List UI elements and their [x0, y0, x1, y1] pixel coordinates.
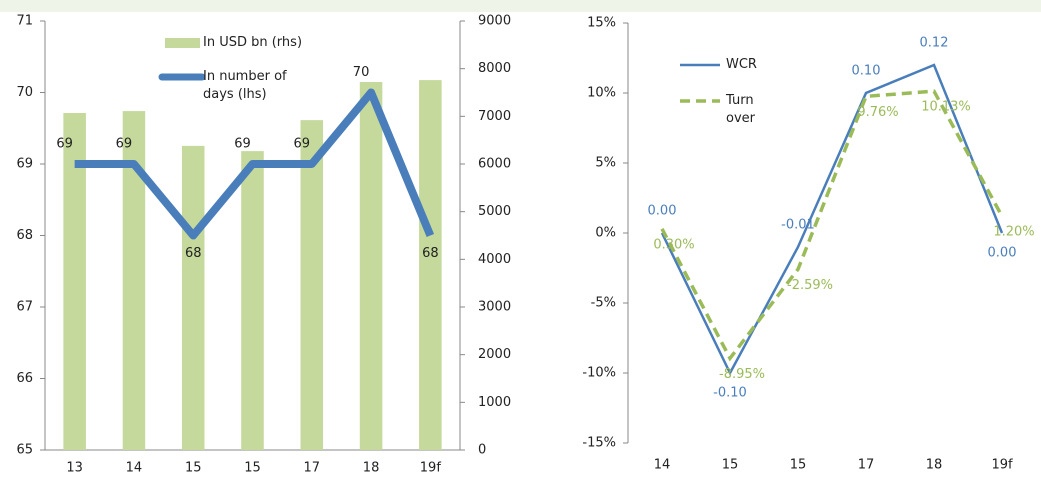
data-label: 69 [234, 137, 251, 152]
legend-label: In USD bn (rhs) [203, 35, 303, 50]
data-label: 69 [294, 137, 311, 152]
y-tick-label: 66 [16, 371, 33, 386]
bar [300, 120, 324, 450]
data-label: 9.76% [857, 105, 898, 120]
bar [359, 82, 383, 450]
bar [122, 111, 146, 450]
x-tick-label: 18 [926, 458, 943, 473]
x-tick-label: 15 [185, 461, 202, 476]
data-label: 0.00 [648, 204, 677, 219]
data-label: 1.20% [993, 225, 1034, 240]
y-tick-label: -10% [582, 366, 616, 381]
y-tick-label: 67 [16, 300, 33, 315]
y-tick-label: 65 [16, 443, 33, 458]
y-tick-label: 68 [16, 228, 33, 243]
y2-tick-label: 6000 [478, 157, 511, 172]
header-band [0, 0, 1041, 12]
data-label: -0.10 [713, 386, 747, 401]
data-label: 69 [116, 137, 133, 152]
y2-tick-label: 0 [478, 443, 486, 458]
y-tick-label: 10% [587, 86, 616, 101]
data-label: 68 [185, 246, 202, 261]
y2-tick-label: 5000 [478, 204, 511, 219]
bar [181, 145, 205, 451]
y2-tick-label: 1000 [478, 395, 511, 410]
legend-label: Turn over [726, 93, 755, 126]
y-tick-label: 69 [16, 157, 33, 172]
x-tick-label: 18 [363, 461, 380, 476]
x-tick-label: 19f [420, 461, 442, 476]
bar [241, 151, 264, 450]
y-tick-label: 0% [595, 226, 616, 241]
x-tick-label: 17 [304, 461, 321, 476]
y-tick-label: 5% [595, 156, 616, 171]
y2-tick-label: 7000 [478, 109, 511, 124]
y-tick-label: 15% [587, 16, 616, 31]
data-label: 0.00 [988, 246, 1017, 261]
x-tick-label: 15 [790, 458, 807, 473]
x-tick-label: 19f [991, 458, 1013, 473]
legend-label: In number of days (lhs) [203, 69, 287, 102]
x-tick-label: 13 [66, 461, 83, 476]
y2-tick-label: 3000 [478, 300, 511, 315]
x-tick-label: 17 [858, 458, 875, 473]
bar [63, 112, 86, 450]
y2-tick-label: 8000 [478, 61, 511, 76]
bar [419, 80, 442, 451]
line [660, 89, 1004, 362]
legend-label: WCR [726, 57, 757, 72]
x-tick-label: 14 [126, 461, 143, 476]
data-label: -8.95% [719, 367, 765, 382]
data-label: -2.59% [787, 278, 833, 293]
y-tick-label: -5% [591, 296, 616, 311]
data-label: 69 [56, 137, 73, 152]
y2-tick-label: 4000 [478, 252, 511, 267]
data-label: 0.30% [653, 237, 694, 252]
line [660, 63, 1004, 376]
y-tick-label: 70 [16, 85, 33, 100]
y-tick-label: -15% [582, 436, 616, 451]
data-label: -0.01 [781, 218, 815, 233]
line [74, 88, 435, 240]
x-tick-label: 15 [722, 458, 739, 473]
y-tick-label: 71 [16, 14, 33, 29]
y2-tick-label: 9000 [478, 14, 511, 29]
data-label: 68 [422, 246, 439, 261]
y2-tick-label: 2000 [478, 347, 511, 362]
x-tick-label: 15 [244, 461, 261, 476]
data-label: 0.12 [920, 36, 949, 51]
data-label: 70 [353, 65, 370, 80]
data-label: 10.13% [921, 100, 971, 115]
data-label: 0.10 [852, 64, 881, 79]
x-tick-label: 14 [654, 458, 671, 473]
legend-swatch [165, 38, 200, 48]
